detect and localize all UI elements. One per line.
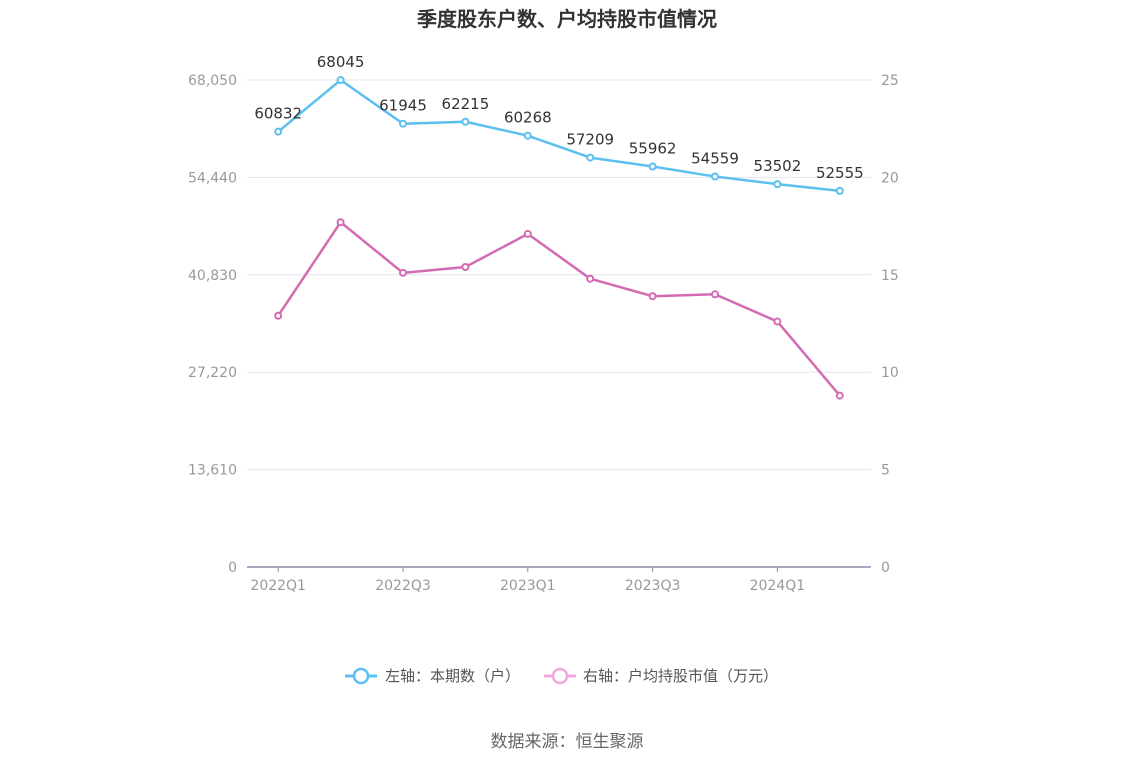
- y-right-tick-label: 20: [881, 170, 899, 186]
- data-label: 68045: [317, 53, 365, 71]
- series-line-1: [277, 78, 840, 193]
- y-left-tick-label: 13,610: [188, 463, 237, 479]
- data-point[interactable]: [274, 127, 283, 136]
- data-label: 55962: [629, 140, 677, 158]
- data-point[interactable]: [835, 186, 844, 195]
- y-left-tick-label: 54,440: [188, 170, 237, 186]
- y-left-tick-label: 68,050: [188, 73, 237, 89]
- data-point[interactable]: [274, 311, 283, 320]
- data-point[interactable]: [399, 268, 407, 277]
- data-point[interactable]: [586, 153, 595, 162]
- x-tick-label: 2022Q1: [250, 578, 306, 594]
- source-note: 数据来源：恒生聚源: [491, 732, 644, 752]
- data-point[interactable]: [648, 292, 657, 301]
- series-line-2: [277, 220, 841, 397]
- y-right-tick-label: 10: [881, 365, 899, 381]
- data-label: 61945: [379, 97, 427, 115]
- data-point[interactable]: [773, 317, 782, 326]
- data-label: 57209: [566, 131, 614, 149]
- data-point[interactable]: [336, 218, 345, 227]
- y-left-tick-label: 40,830: [188, 268, 237, 284]
- data-point[interactable]: [523, 131, 532, 140]
- data-point[interactable]: [461, 263, 470, 272]
- y-right-tick-label: 25: [881, 73, 899, 89]
- data-label: 53502: [754, 157, 802, 175]
- y-right-tick-label: 15: [881, 268, 899, 284]
- data-point[interactable]: [773, 180, 782, 189]
- x-tick-label: 2023Q1: [500, 578, 556, 594]
- data-point[interactable]: [461, 117, 470, 126]
- data-label: 62215: [442, 95, 490, 113]
- data-point[interactable]: [586, 274, 595, 283]
- legend-marker-icon[interactable]: [352, 667, 370, 685]
- data-label: 60268: [504, 109, 552, 127]
- data-label: 52555: [816, 164, 864, 182]
- data-point[interactable]: [648, 162, 657, 171]
- y-left-tick-label: 0: [228, 560, 237, 576]
- data-point[interactable]: [711, 290, 719, 299]
- data-point[interactable]: [711, 172, 719, 181]
- y-right-tick-label: 0: [881, 560, 890, 576]
- data-label: 60832: [254, 105, 302, 123]
- axes: 0 0 13,610 5 27,220 10 40,830 15 54,440 20 68,050 2…: [188, 73, 899, 594]
- chart-title: 季度股东户数、户均持股市值情况: [416, 7, 717, 31]
- grid-lines: [247, 79, 871, 471]
- x-tick-label: 2023Q3: [625, 578, 681, 594]
- data-point[interactable]: [523, 229, 532, 238]
- x-tick-label: 2022Q3: [375, 578, 431, 594]
- legend-marker-icon[interactable]: [551, 667, 569, 685]
- legend-label[interactable]: 左轴：本期数（户）: [385, 667, 520, 685]
- data-point[interactable]: [399, 119, 407, 128]
- data-point[interactable]: [835, 391, 844, 400]
- legend: 左轴：本期数（户） 右轴：户均持股市值（万元）: [345, 667, 778, 685]
- legend-label[interactable]: 右轴：户均持股市值（万元）: [583, 667, 778, 685]
- data-label: 54559: [691, 150, 739, 168]
- y-right-tick-label: 5: [881, 463, 890, 479]
- y-left-tick-label: 27,220: [188, 365, 237, 381]
- series-layer: 60832 68045 61945 62215 60268 57209 55962 54559…: [254, 53, 864, 400]
- data-point[interactable]: [336, 76, 345, 85]
- x-tick-label: 2024Q1: [750, 578, 806, 594]
